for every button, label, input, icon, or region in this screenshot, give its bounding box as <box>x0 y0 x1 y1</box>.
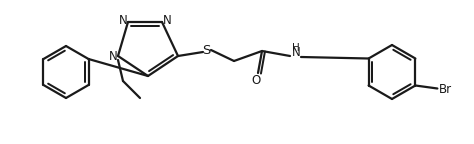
Text: Br: Br <box>439 83 452 96</box>
Text: O: O <box>251 73 261 87</box>
Text: N: N <box>163 14 172 26</box>
Text: N: N <box>109 51 118 64</box>
Text: S: S <box>202 44 210 57</box>
Text: N: N <box>292 47 301 59</box>
Text: H: H <box>292 43 300 53</box>
Text: N: N <box>118 14 128 26</box>
